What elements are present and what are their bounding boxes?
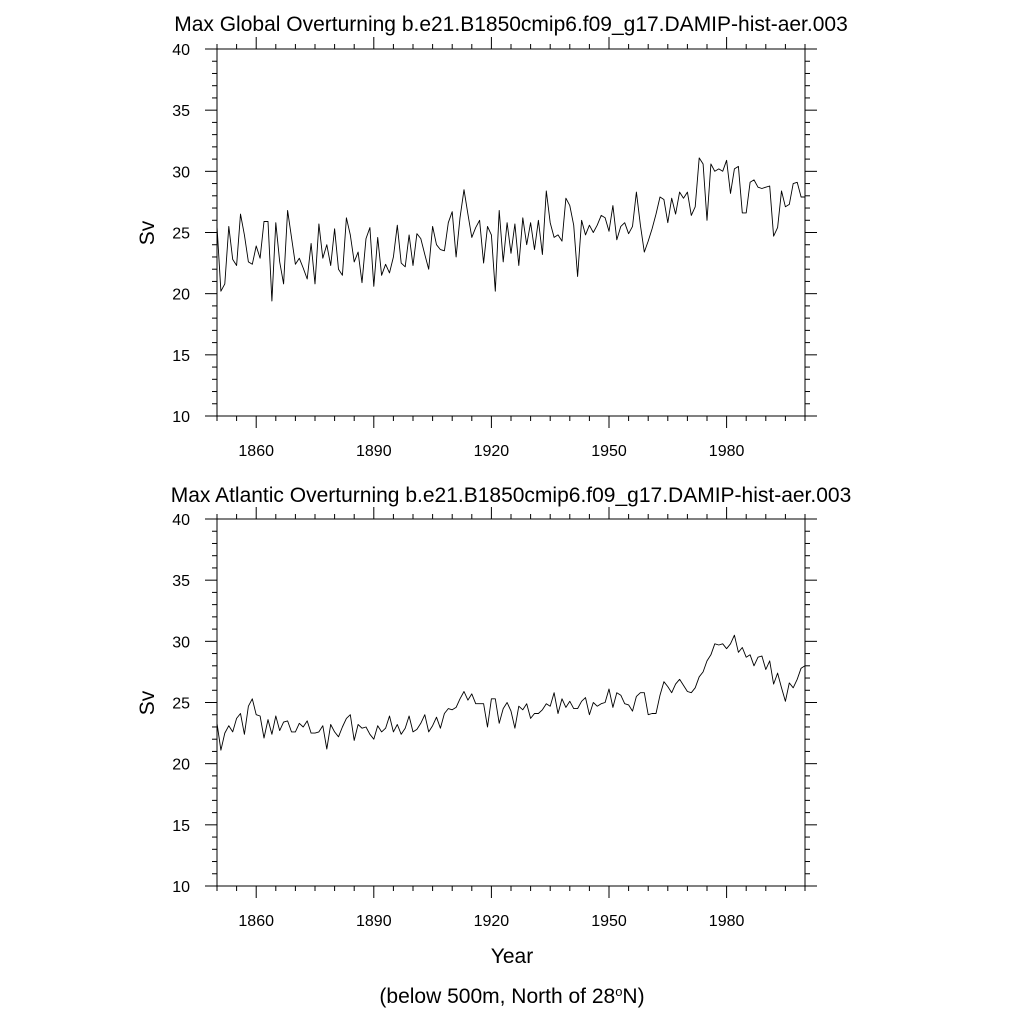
- global-y-tick-label: 40: [172, 42, 190, 59]
- global-y-tick-label: 25: [172, 226, 190, 243]
- global-y-tick-label: 10: [172, 409, 190, 426]
- atlantic-y-tick-label: 20: [172, 757, 190, 774]
- global-chart-title: Max Global Overturning b.e21.B1850cmip6.…: [174, 13, 848, 36]
- footnote-degree-sup: o: [615, 984, 622, 999]
- atlantic-x-tick-label: 1860: [238, 913, 274, 930]
- atlantic-overturning-chart: Max Atlantic Overturning b.e21.B1850cmip…: [136, 484, 851, 930]
- x-axis-label: Year: [491, 945, 533, 968]
- atlantic-y-tick-label: 40: [172, 512, 190, 529]
- global-y-tick-label: 20: [172, 287, 190, 304]
- global-y-axis-label: Sv: [136, 220, 159, 245]
- global-x-tick-label: 1890: [356, 443, 392, 460]
- atlantic-y-tick-label: 10: [172, 879, 190, 896]
- global-y-tick-label: 35: [172, 103, 190, 120]
- footnote-suffix: N): [622, 985, 644, 1008]
- global-overturning-chart: Max Global Overturning b.e21.B1850cmip6.…: [136, 13, 848, 460]
- atlantic-x-tick-label: 1890: [356, 913, 392, 930]
- footnote: (below 500m, North of 28oN): [379, 984, 644, 1009]
- atlantic-chart-title: Max Atlantic Overturning b.e21.B1850cmip…: [171, 484, 852, 507]
- atlantic-x-tick-label: 1950: [591, 913, 627, 930]
- atlantic-y-tick-label: 25: [172, 696, 190, 713]
- footnote-prefix: (below 500m, North of 28: [379, 985, 615, 1008]
- global-x-tick-label: 1950: [591, 443, 627, 460]
- atlantic-y-axis-label: Sv: [136, 690, 159, 715]
- global-x-tick-label: 1860: [238, 443, 274, 460]
- global-overturning-series-line: [216, 157, 805, 302]
- global-y-tick-label: 15: [172, 348, 190, 365]
- atlantic-x-tick-label: 1980: [709, 913, 745, 930]
- global-x-tick-label: 1920: [474, 443, 510, 460]
- atlantic-y-tick-label: 15: [172, 818, 190, 835]
- atlantic-y-tick-label: 30: [172, 634, 190, 651]
- global-y-tick-label: 30: [172, 164, 190, 181]
- atlantic-y-tick-label: 35: [172, 573, 190, 590]
- atlantic-overturning-series-line: [216, 634, 806, 751]
- global-x-tick-label: 1980: [709, 443, 745, 460]
- atlantic-x-tick-label: 1920: [474, 913, 510, 930]
